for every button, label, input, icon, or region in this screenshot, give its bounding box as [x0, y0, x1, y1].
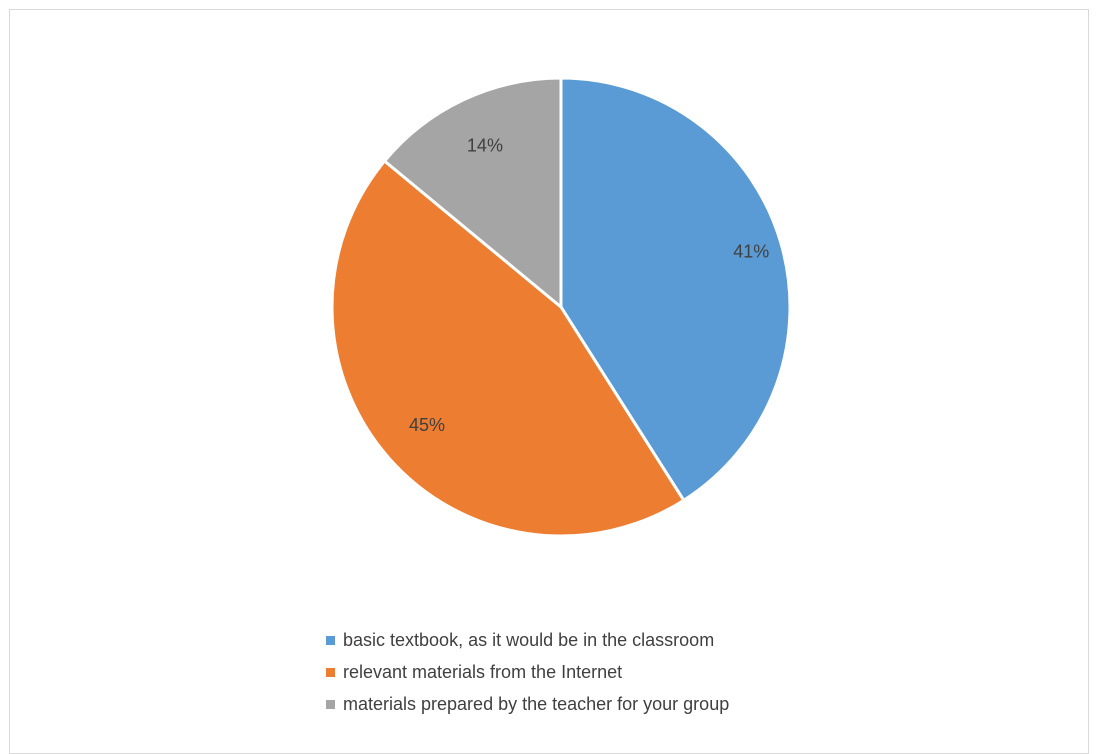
legend: basic textbook, as it would be in the cl… — [326, 624, 926, 720]
legend-swatch-basic-textbook — [326, 635, 335, 645]
legend-label-internet-materials: relevant materials from the Internet — [343, 661, 623, 682]
legend-item-basic-textbook: basic textbook, as it would be in the cl… — [326, 624, 926, 656]
pie-data-labels: 41% 45% 14% — [409, 135, 769, 435]
data-label-teacher-materials: 14% — [467, 135, 503, 155]
pie-slice-teacher-materials — [383, 76, 563, 309]
legend-label-teacher-materials: materials prepared by the teacher for yo… — [343, 693, 730, 714]
legend-item-internet-materials: relevant materials from the Internet — [326, 656, 926, 688]
legend-label-basic-textbook: basic textbook, as it would be in the cl… — [343, 629, 715, 650]
pie-slices — [330, 76, 792, 538]
legend-swatch-teacher-materials — [326, 699, 335, 709]
data-label-basic-textbook: 41% — [733, 242, 769, 262]
legend-swatch-internet-materials — [326, 667, 335, 677]
data-label-internet-materials: 45% — [409, 415, 445, 435]
chart-area: 41% 45% 14% basic textbook, as it would be… — [9, 9, 1089, 754]
pie-slice-internet-materials — [330, 159, 686, 538]
legend-item-teacher-materials: materials prepared by the teacher for yo… — [326, 688, 926, 720]
pie-chart: 41% 45% 14% — [330, 76, 792, 538]
